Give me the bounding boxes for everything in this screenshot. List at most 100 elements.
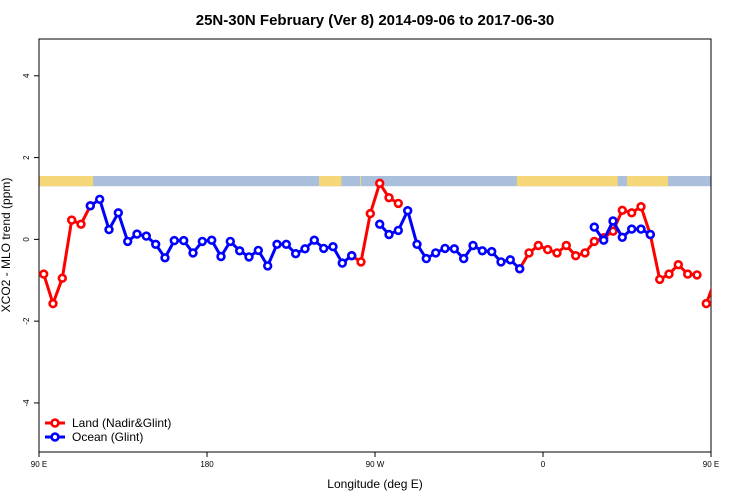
axis-ticks: 90 E 180 90 W 0 90 E -4 -2 0 2 4 bbox=[22, 73, 719, 469]
data-point bbox=[216, 251, 226, 262]
x-tick-label: 90 E bbox=[703, 460, 719, 469]
y-tick-label: 4 bbox=[22, 73, 31, 78]
data-point bbox=[682, 269, 693, 279]
legend-item: Land (Nadir&Glint) bbox=[45, 416, 171, 430]
data-point bbox=[533, 240, 543, 251]
data-point bbox=[132, 229, 142, 239]
data-point bbox=[440, 243, 450, 254]
data-point bbox=[76, 219, 86, 229]
x-tick-label: 180 bbox=[200, 460, 214, 469]
data-point bbox=[712, 275, 719, 282]
data-point bbox=[701, 298, 711, 309]
land-band-segment bbox=[516, 175, 618, 187]
data-point bbox=[740, 202, 747, 209]
data-point bbox=[253, 245, 263, 256]
data-point bbox=[608, 216, 618, 226]
data-point bbox=[113, 208, 124, 218]
data-point bbox=[654, 274, 665, 285]
data-point bbox=[309, 235, 319, 245]
data-point bbox=[328, 242, 338, 252]
legend: Land (Nadir&Glint)Ocean (Glint) bbox=[45, 416, 171, 444]
data-point bbox=[235, 246, 245, 256]
data-point bbox=[636, 224, 646, 234]
data-point bbox=[626, 224, 637, 234]
data-point bbox=[393, 225, 403, 236]
data-point bbox=[319, 243, 329, 254]
data-point bbox=[722, 217, 729, 224]
x-axis-label: Longitude (deg E) bbox=[327, 477, 422, 491]
y-tick-label: 2 bbox=[22, 155, 31, 160]
chart-title: 25N-30N February (Ver 8) 2014-09-06 to 2… bbox=[196, 12, 555, 29]
data-point bbox=[570, 251, 581, 261]
data-point bbox=[477, 246, 487, 256]
data-point bbox=[561, 240, 571, 251]
x-tick-label: 90 W bbox=[366, 460, 385, 469]
legend-label: Land (Nadir&Glint) bbox=[72, 416, 171, 430]
y-tick-label: -4 bbox=[22, 399, 31, 407]
data-point bbox=[731, 221, 738, 228]
data-point bbox=[505, 255, 515, 265]
data-point bbox=[740, 202, 747, 209]
data-point bbox=[272, 239, 282, 250]
land-band-segment bbox=[39, 175, 94, 187]
series-line bbox=[744, 199, 750, 257]
data-point bbox=[160, 253, 170, 263]
data-point bbox=[393, 198, 403, 209]
data-point bbox=[85, 201, 96, 211]
data-point bbox=[589, 236, 599, 247]
data-point bbox=[514, 264, 525, 274]
data-point bbox=[365, 208, 375, 219]
data-point bbox=[449, 244, 459, 254]
plot-frame bbox=[38, 38, 712, 453]
legend-item: Ocean (Glint) bbox=[45, 430, 143, 444]
data-point bbox=[636, 202, 646, 212]
legend-marker bbox=[50, 418, 60, 428]
series-layer bbox=[39, 178, 750, 309]
data-point bbox=[580, 248, 590, 258]
data-point bbox=[48, 298, 58, 309]
land-band-segment bbox=[627, 175, 669, 187]
data-point bbox=[403, 206, 413, 216]
data-point bbox=[39, 269, 49, 279]
data-point bbox=[692, 270, 702, 280]
data-point bbox=[122, 236, 133, 247]
y-axis-label: XCO2 - MLO trend (ppm) bbox=[0, 178, 13, 313]
data-point bbox=[356, 257, 366, 267]
data-point bbox=[207, 235, 217, 245]
data-point bbox=[673, 260, 683, 270]
data-point bbox=[384, 229, 394, 240]
data-point bbox=[94, 194, 105, 205]
series-line bbox=[518, 205, 698, 281]
series-ocean bbox=[85, 194, 750, 274]
x-tick-label: 90 E bbox=[31, 460, 47, 469]
data-point bbox=[66, 215, 77, 225]
data-point bbox=[300, 244, 310, 254]
data-point bbox=[626, 208, 637, 218]
data-point bbox=[375, 219, 385, 229]
data-point bbox=[459, 253, 469, 264]
series-land bbox=[39, 178, 747, 309]
land-band-segment bbox=[360, 175, 362, 187]
data-point bbox=[421, 253, 431, 264]
series-line bbox=[704, 286, 711, 305]
data-point bbox=[141, 231, 152, 241]
legend-label: Ocean (Glint) bbox=[72, 430, 143, 444]
y-tick-label: -2 bbox=[22, 317, 31, 325]
data-point bbox=[487, 246, 497, 257]
legend-marker bbox=[50, 432, 60, 442]
data-point bbox=[197, 236, 208, 247]
data-point bbox=[496, 257, 506, 267]
data-point bbox=[524, 248, 534, 258]
data-point bbox=[151, 239, 161, 250]
data-point bbox=[281, 239, 291, 250]
data-point bbox=[188, 248, 198, 258]
data-point bbox=[347, 251, 357, 261]
data-point bbox=[542, 244, 553, 255]
data-point bbox=[412, 239, 422, 250]
data-point bbox=[664, 269, 674, 279]
data-point bbox=[291, 249, 301, 259]
ocean-band bbox=[39, 175, 711, 187]
y-tick-label: 0 bbox=[22, 237, 31, 242]
land-ocean-band bbox=[39, 175, 711, 187]
